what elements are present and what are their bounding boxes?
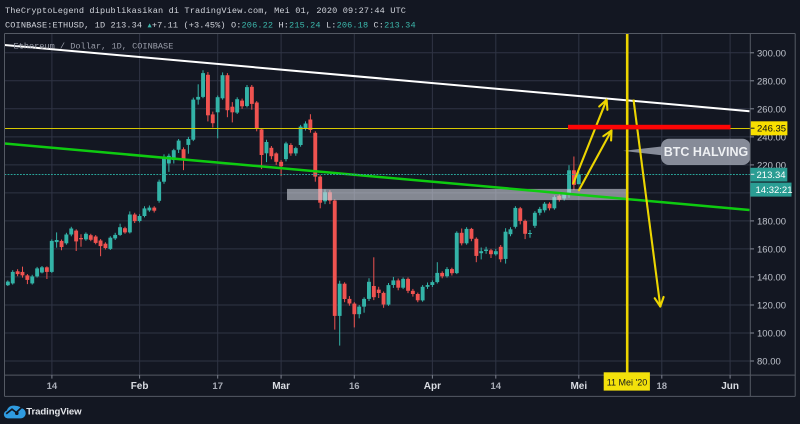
svg-text:11 Mei '20: 11 Mei '20 bbox=[607, 377, 648, 387]
svg-text:80.00: 80.00 bbox=[757, 357, 781, 368]
svg-text:14: 14 bbox=[47, 381, 58, 392]
svg-text:280.00: 280.00 bbox=[757, 76, 786, 87]
svg-text:180.00: 180.00 bbox=[757, 216, 786, 227]
svg-text:260.00: 260.00 bbox=[757, 104, 786, 115]
svg-text:TradingView: TradingView bbox=[26, 406, 82, 417]
svg-text:Ethereum / Dollar, 1D, COINBAS: Ethereum / Dollar, 1D, COINBASE bbox=[14, 42, 174, 52]
svg-text:Feb: Feb bbox=[131, 381, 149, 392]
svg-text:COINBASE:ETHUSD, 1D 213.34 ▲+7: COINBASE:ETHUSD, 1D 213.34 ▲+7.11 (+3.45… bbox=[5, 21, 416, 31]
svg-text:220.00: 220.00 bbox=[757, 160, 786, 171]
svg-text:18: 18 bbox=[657, 381, 668, 392]
svg-text:140.00: 140.00 bbox=[757, 272, 786, 283]
svg-text:160.00: 160.00 bbox=[757, 244, 786, 255]
svg-text:BTC HALVING: BTC HALVING bbox=[664, 145, 749, 159]
svg-text:300.00: 300.00 bbox=[757, 48, 786, 59]
svg-text:14: 14 bbox=[491, 381, 502, 392]
svg-text:16: 16 bbox=[349, 381, 360, 392]
svg-text:Apr: Apr bbox=[424, 381, 441, 392]
svg-text:17: 17 bbox=[212, 381, 223, 392]
svg-text:246.35: 246.35 bbox=[757, 124, 786, 135]
svg-text:120.00: 120.00 bbox=[757, 301, 786, 312]
svg-text:240.00: 240.00 bbox=[757, 132, 786, 143]
svg-text:TheCryptoLegend dipublikasikan: TheCryptoLegend dipublikasikan di Tradin… bbox=[5, 6, 406, 16]
svg-text:213.34: 213.34 bbox=[757, 170, 786, 181]
svg-text:Mei: Mei bbox=[570, 381, 587, 392]
svg-text:Mar: Mar bbox=[272, 381, 290, 392]
svg-text:14:32:21: 14:32:21 bbox=[756, 185, 793, 196]
svg-text:Jun: Jun bbox=[721, 381, 739, 392]
svg-text:100.00: 100.00 bbox=[757, 329, 786, 340]
